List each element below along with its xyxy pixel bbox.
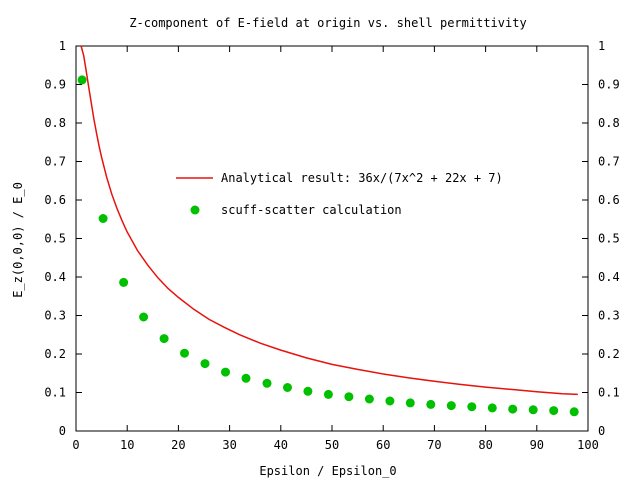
data-point <box>283 383 292 392</box>
y-tick-label: 0.3 <box>44 309 66 323</box>
data-point <box>364 394 374 404</box>
data-point <box>303 386 313 396</box>
x-tick-label: 80 <box>478 438 492 452</box>
analytical-curve <box>80 45 578 396</box>
data-point <box>119 277 129 287</box>
y-tick-label: 0.5 <box>44 232 66 246</box>
series-points <box>77 75 579 417</box>
y-tick-label: 0.1 <box>44 386 66 400</box>
data-point <box>241 373 251 383</box>
x-tick-label: 90 <box>530 438 544 452</box>
y-tick-label: 0.9 <box>44 78 66 92</box>
y-tick-label-right: 0.7 <box>598 155 620 169</box>
y-tick-label-right: 0.3 <box>598 309 620 323</box>
data-point <box>528 405 538 415</box>
data-point <box>200 359 210 369</box>
data-point <box>180 348 189 358</box>
series-lines <box>80 45 578 396</box>
x-tick-label: 70 <box>427 438 441 452</box>
y-tick-label-right: 0.2 <box>598 347 620 361</box>
y-tick-label-right: 0.4 <box>598 270 620 284</box>
x-tick-label: 40 <box>274 438 288 452</box>
data-point <box>385 396 395 406</box>
data-point <box>139 312 149 322</box>
data-point <box>467 402 477 412</box>
legend: Analytical result: 36x/(7x^2 + 22x + 7) s… <box>176 171 503 217</box>
x-tick-label: 10 <box>120 438 134 452</box>
y-tick-label-right: 0.6 <box>598 193 620 207</box>
y-tick-label-right: 0.5 <box>598 232 620 246</box>
legend-label: Analytical result: 36x/(7x^2 + 22x + 7) <box>221 171 503 185</box>
x-tick-label: 100 <box>577 438 599 452</box>
y-axis-label: E_z(0,0,0) / E_0 <box>11 182 25 298</box>
data-point <box>569 407 579 417</box>
legend-label: scuff-scatter calculation <box>221 203 402 217</box>
y-tick-label: 0 <box>59 424 66 438</box>
data-point <box>262 378 272 388</box>
y-tick-label: 0.8 <box>44 116 66 130</box>
data-point <box>508 404 518 414</box>
y-tick-label-right: 0.8 <box>598 116 620 130</box>
data-point <box>426 399 436 409</box>
data-point <box>446 401 456 411</box>
legend-point-swatch <box>190 205 200 215</box>
data-point <box>405 398 415 408</box>
data-point <box>77 75 87 85</box>
x-tick-label: 0 <box>72 438 79 452</box>
x-tick-label: 50 <box>325 438 339 452</box>
chart-title: Z-component of E-field at origin vs. she… <box>129 16 526 30</box>
y-tick-label-right: 1 <box>598 39 605 53</box>
y-tick-label-right: 0.1 <box>598 386 620 400</box>
data-point <box>323 389 333 399</box>
plot-frame <box>75 45 589 432</box>
y-tick-label-right: 0.9 <box>598 78 620 92</box>
data-point <box>344 392 354 402</box>
data-point <box>549 406 559 416</box>
y-tick-label: 0.2 <box>44 347 66 361</box>
x-tick-label: 20 <box>171 438 185 452</box>
y-tick-label: 0.6 <box>44 193 66 207</box>
data-point <box>221 367 230 377</box>
x-axis-label: Epsilon / Epsilon_0 <box>259 464 396 478</box>
data-point <box>487 403 497 413</box>
y-tick-label-right: 0 <box>598 424 605 438</box>
x-tick-label: 30 <box>222 438 236 452</box>
data-point <box>159 334 169 344</box>
data-point <box>98 214 108 223</box>
y-tick-label: 0.7 <box>44 155 66 169</box>
x-tick-label: 60 <box>376 438 390 452</box>
y-tick-label: 0.4 <box>44 270 66 284</box>
y-tick-label: 1 <box>59 39 66 53</box>
